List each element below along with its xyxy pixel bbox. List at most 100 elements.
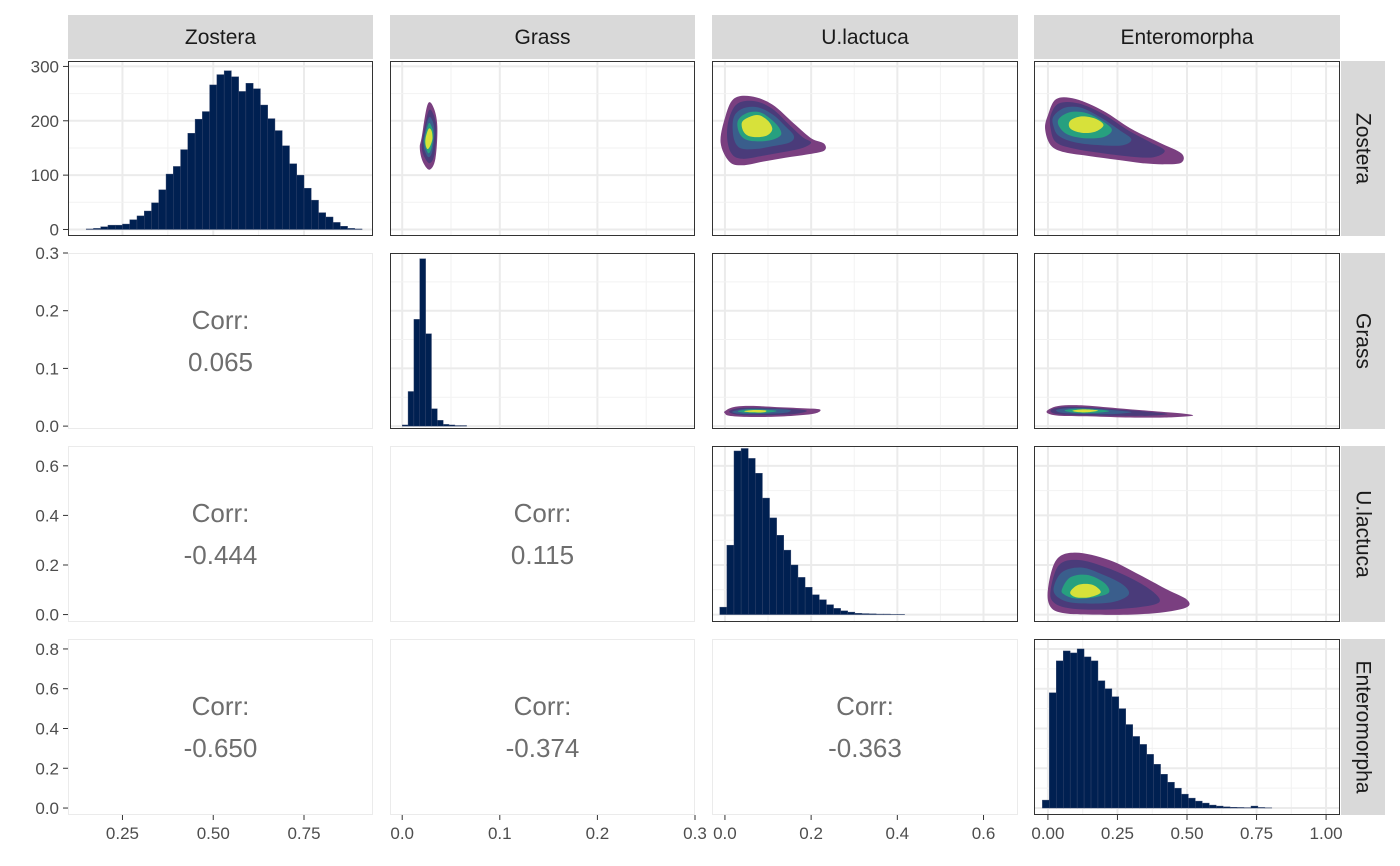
histogram-bar [719, 606, 728, 615]
histogram-bar [274, 130, 283, 230]
panel-background [712, 253, 1018, 429]
histogram-bar [158, 189, 167, 230]
histogram-bar [296, 174, 305, 230]
histogram-bar [1181, 793, 1189, 809]
histogram-bar [402, 424, 409, 427]
histogram-bar [144, 210, 152, 230]
strip-label: Zostera [1352, 113, 1375, 185]
histogram-bar [1216, 805, 1224, 809]
histogram-bar [840, 610, 848, 615]
strip-background [1341, 253, 1385, 429]
x-axis-grass: 0.0 0.1 0.2 0.3 [390, 815, 707, 843]
histogram-bar [1042, 799, 1050, 809]
histogram-bar [419, 258, 426, 427]
x-tick-label: 0.1 [488, 824, 512, 843]
panel-border [390, 446, 695, 622]
histogram-bar [1076, 648, 1085, 809]
y-tick-label: 200 [31, 112, 59, 131]
histogram-bar [252, 88, 261, 230]
histogram-bar [847, 611, 856, 615]
histogram-bar [1146, 754, 1154, 809]
histogram-bar [1104, 688, 1113, 809]
histogram-bar [216, 74, 225, 230]
histogram-bar [100, 226, 109, 230]
x-axis-enteromorpha: 0.00 0.25 0.50 0.75 1.00 [1031, 815, 1343, 843]
strip-col-zostera: Zostera [68, 15, 373, 59]
histogram-bar [1083, 656, 1092, 809]
corr-value: 0.065 [188, 347, 253, 377]
histogram-bar [180, 149, 189, 230]
x-tick-label: 0.75 [1240, 824, 1273, 843]
histogram-bar [748, 458, 756, 615]
x-tick-label: 0.0 [713, 824, 737, 843]
panel-1-1 [390, 253, 695, 429]
strip-background [390, 15, 695, 59]
histogram-bar [194, 118, 203, 230]
histogram-bar [431, 408, 438, 427]
y-tick-label: 0.8 [35, 640, 59, 659]
x-tick-label: 0.25 [1101, 824, 1134, 843]
histogram-bar [289, 163, 297, 230]
density-contour [1072, 409, 1099, 413]
strip-col-grass: Grass [390, 15, 695, 59]
histogram-bar [1111, 696, 1120, 809]
corr-value: -0.444 [184, 540, 258, 570]
strip-label: Grass [1352, 313, 1375, 369]
histogram-bar [282, 145, 290, 230]
y-axis-zostera: 0 100 200 300 [31, 57, 68, 239]
histogram-bar [85, 228, 94, 230]
x-tick-label: 0.75 [287, 824, 320, 843]
panel-0-3 [1034, 61, 1340, 236]
histogram-bar [223, 70, 232, 230]
y-tick-label: 0.2 [35, 759, 59, 778]
panel-background [68, 639, 373, 815]
histogram-bar [209, 84, 218, 230]
histogram-bar [332, 222, 341, 230]
histogram-bar [325, 216, 334, 230]
y-axis-grass: 0.0 0.1 0.2 0.3 [35, 244, 68, 436]
histogram-bar [783, 549, 792, 615]
panel-border [712, 61, 1018, 236]
histogram-bar [854, 613, 863, 615]
y-tick-label: 0.2 [35, 302, 59, 321]
strip-row-u-lactuca: U.lactuca [1341, 446, 1385, 622]
strip-background [1034, 15, 1340, 59]
histogram-bar [354, 228, 363, 230]
histogram-bar [231, 76, 239, 230]
histogram-bar [740, 448, 749, 615]
x-tick-label: 0.2 [586, 824, 610, 843]
histogram-bar [165, 173, 174, 230]
histogram-bar [340, 226, 348, 230]
histogram-bar [1090, 660, 1099, 809]
histogram-bar [151, 202, 159, 230]
panel-border [390, 639, 695, 815]
panel-border [68, 61, 373, 236]
panel-background [712, 639, 1018, 815]
panel-border [390, 253, 695, 429]
y-axis-u-lactuca: 0.0 0.2 0.4 0.6 [35, 457, 68, 625]
panel-border [390, 61, 695, 236]
panel-background [390, 446, 695, 622]
histogram-bar [1097, 680, 1106, 809]
panel-border [712, 446, 1018, 622]
panel-content [1042, 648, 1273, 809]
histogram-bar [1160, 774, 1168, 809]
strip-background [1341, 639, 1385, 815]
y-tick-label: 300 [31, 57, 59, 76]
histogram-bar [1056, 660, 1064, 809]
histogram-bar [318, 212, 326, 230]
x-tick-label: 0.50 [197, 824, 230, 843]
panel-3-2: Corr: -0.363 [712, 639, 1018, 815]
x-axis-u-lactuca: 0.0 0.2 0.4 0.6 [713, 815, 995, 843]
histogram-bar [1195, 800, 1203, 809]
histogram-bar [1063, 650, 1071, 809]
histogram-bar [868, 613, 877, 615]
panel-2-0: Corr: -0.444 [68, 446, 373, 622]
histogram-bar [115, 224, 123, 230]
x-tick-label: 1.00 [1310, 824, 1343, 843]
x-tick-label: 0.4 [886, 824, 910, 843]
y-tick-label: 0.2 [35, 556, 59, 575]
histogram-bar [1118, 708, 1127, 809]
histogram-bar [755, 473, 763, 615]
